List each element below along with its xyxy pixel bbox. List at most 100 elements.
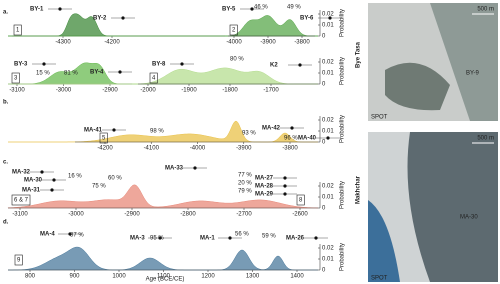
- median-dot: [112, 128, 116, 132]
- median-dot: [40, 170, 44, 174]
- y-tick-label: 0: [322, 140, 326, 146]
- median-dot: [326, 136, 330, 140]
- sample-label: MA-29: [255, 192, 274, 198]
- y-tick-label: 0.01: [322, 195, 334, 201]
- sample-label: BY-2: [93, 16, 107, 22]
- sample-label: K2: [270, 63, 278, 69]
- percent-label: 80 %: [230, 57, 244, 63]
- median-dot: [193, 166, 197, 170]
- percent-label: 20 %: [238, 181, 252, 187]
- median-dot: [158, 236, 162, 240]
- median-dot: [180, 62, 184, 66]
- y-axis-label: Probability: [340, 181, 346, 209]
- median-dot: [283, 192, 287, 196]
- sample-label: MA-41: [84, 128, 103, 134]
- percent-label: 49 %: [287, 5, 301, 11]
- x-tick-label: 1200: [201, 274, 215, 280]
- median-dot: [298, 63, 302, 67]
- median-dot: [121, 16, 125, 20]
- panel-number-box: [99, 132, 108, 144]
- y-axis-label: Probability: [340, 243, 346, 271]
- sample-label: MA-40: [298, 136, 317, 142]
- map-sample: BY-9: [466, 71, 479, 77]
- x-tick-label: -2700: [236, 212, 252, 218]
- median-dot: [58, 7, 62, 11]
- panel-letter: c.: [3, 160, 8, 166]
- panel-number-box: [11, 194, 31, 206]
- y-tick-label: 0: [322, 34, 326, 40]
- percent-label: 93 %: [242, 131, 256, 137]
- y-tick-label: 0.01: [322, 257, 334, 263]
- map-scale: 500 m: [477, 136, 494, 142]
- panel-number: 2: [232, 28, 236, 34]
- x-tick-label: -4300: [55, 40, 71, 46]
- sample-label: BY-5: [222, 7, 236, 13]
- panel-number: 8: [299, 198, 303, 204]
- panel-number-box: [149, 72, 158, 84]
- sample-label: MA-27: [255, 176, 274, 182]
- x-tick-label: -3900: [236, 146, 252, 152]
- median-dot: [50, 188, 54, 192]
- x-tick-label: 1000: [112, 274, 126, 280]
- x-tick-label: -4200: [97, 146, 113, 152]
- percent-label: 96 %: [284, 136, 298, 142]
- percent-label: 77 %: [238, 173, 252, 179]
- y-axis-label: Probability: [340, 115, 346, 143]
- x-tick-label: 800: [25, 274, 36, 280]
- map-sample: MA-30: [460, 215, 478, 221]
- median-dot: [283, 176, 287, 180]
- y-tick-label: 0.02: [322, 60, 334, 66]
- median-dot: [228, 236, 232, 240]
- sample-label: BY-4: [90, 70, 104, 76]
- map-terrain: [385, 62, 450, 111]
- x-tick-label: -3100: [9, 88, 25, 94]
- x-tick-label: -1900: [181, 88, 197, 94]
- panel-letter: d.: [3, 220, 9, 226]
- y-tick-label: 0.01: [322, 71, 334, 77]
- sample-label: MA-32: [12, 170, 31, 176]
- panel-number-box: [14, 254, 23, 266]
- panel-letter: a.: [3, 10, 8, 16]
- x-tick-label: -3900: [260, 40, 276, 46]
- panel-number: 6 & 7: [14, 198, 29, 204]
- percent-label: 81 %: [64, 71, 78, 77]
- density-curve: [8, 246, 318, 271]
- x-tick-label: 1100: [157, 274, 171, 280]
- x-tick-label: -1700: [263, 88, 279, 94]
- percent-label: 75 %: [92, 184, 106, 190]
- x-tick-label: 1400: [290, 274, 304, 280]
- x-tick-label: -3100: [12, 212, 28, 218]
- x-tick-label: -2000: [140, 88, 156, 94]
- median-dot: [118, 70, 122, 74]
- map-source: SPOT: [371, 276, 388, 282]
- percent-label: 16 %: [68, 174, 82, 180]
- y-axis-label: Probability: [340, 9, 346, 37]
- x-tick-label: -4000: [226, 40, 242, 46]
- site-label: Bye Tasa: [356, 41, 362, 68]
- x-tick-label: -3000: [56, 88, 72, 94]
- x-tick-label: -4200: [104, 40, 120, 46]
- x-tick-label: 900: [69, 274, 80, 280]
- sample-label: MA-31: [22, 188, 41, 194]
- median-dot: [290, 126, 294, 130]
- y-tick-label: 0: [322, 206, 326, 212]
- median-dot: [328, 16, 332, 20]
- panel-number: 1: [16, 28, 20, 34]
- density-curve: [8, 15, 318, 37]
- x-axis-label: Age (BCE/CE): [146, 277, 185, 283]
- y-tick-label: 0.02: [322, 184, 334, 190]
- y-axis-label: Probability: [340, 57, 346, 85]
- percent-label: 59 %: [262, 234, 276, 240]
- panel-letter: b.: [3, 100, 9, 106]
- sample-label: MA-4: [40, 232, 55, 238]
- x-tick-label: -1800: [222, 88, 238, 94]
- x-tick-label: -3000: [68, 212, 84, 218]
- sample-label: BY-3: [14, 62, 28, 68]
- site-label: Makhchar: [356, 175, 362, 204]
- percent-label: 98 %: [150, 129, 164, 135]
- sample-label: MA-3: [130, 236, 145, 242]
- percent-label: 79 %: [238, 189, 252, 195]
- panel-number: 4: [152, 76, 156, 82]
- map-source: SPOT: [371, 115, 388, 121]
